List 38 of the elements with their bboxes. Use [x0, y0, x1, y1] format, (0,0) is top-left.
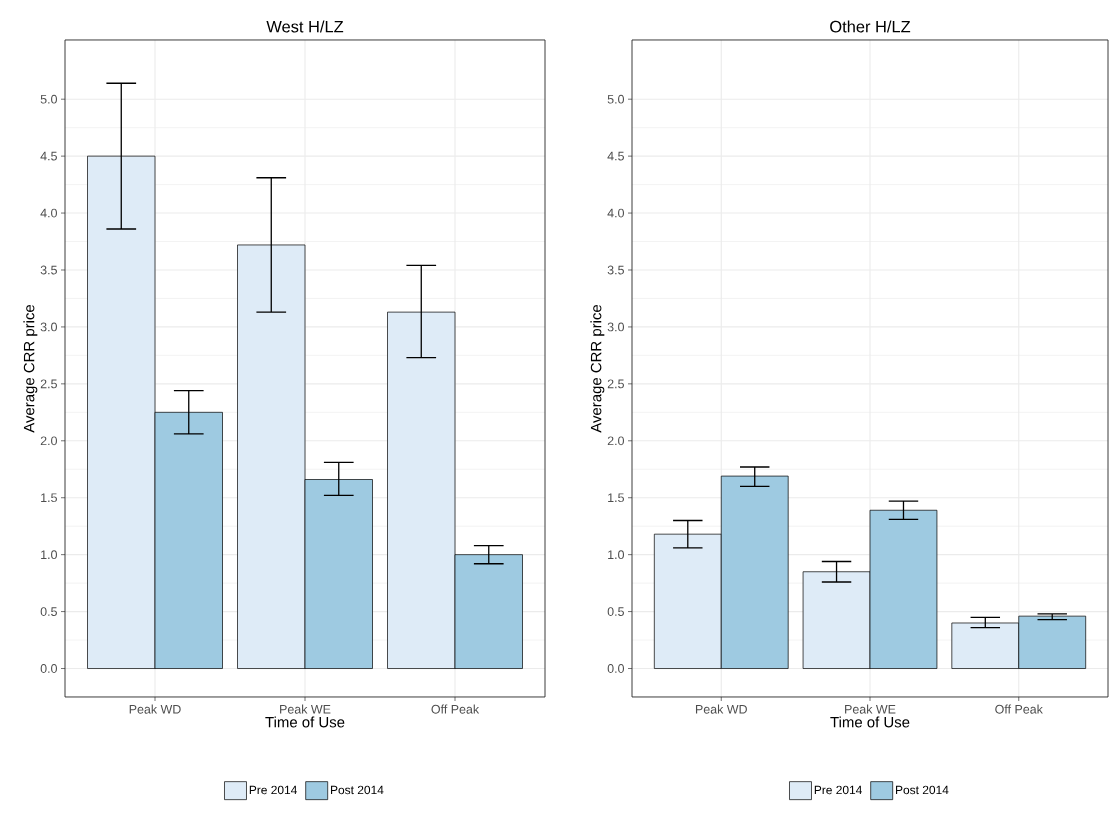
y-tick-label: 0.5: [607, 607, 624, 616]
x-tick-label: Peak WD: [695, 704, 747, 714]
legend-label: Post 2014: [331, 785, 384, 795]
y-tick-label: 2.0: [607, 436, 624, 446]
x-tick-label: Peak WD: [129, 704, 181, 714]
y-tick-label: 4.0: [40, 208, 57, 218]
y-tick-label: 1.0: [608, 550, 624, 560]
y-tick-label: 0.5: [40, 607, 57, 616]
x-tick-label: Off Peak: [431, 704, 480, 714]
y-tick-label: 4.5: [40, 151, 57, 161]
y-tick-label: 0.0: [607, 664, 624, 673]
chart-title: West H/LZ: [266, 20, 344, 33]
y-tick-label: 2.5: [40, 379, 57, 389]
x-tick-label: Peak WE: [280, 704, 331, 714]
y-tick-label: 5.0: [607, 94, 624, 104]
y-axis-title: Average CRR price: [23, 304, 38, 433]
y-axis-title: Average CRR price: [590, 304, 605, 433]
legend-label: Post 2014: [896, 785, 949, 795]
y-tick-label: 5.0: [40, 94, 57, 104]
y-tick-label: 1.0: [41, 550, 57, 560]
x-tick-label: Peak WE: [845, 704, 896, 714]
x-axis-title: Time of Use: [265, 716, 345, 728]
y-tick-label: 1.5: [608, 493, 624, 503]
x-axis-title: Time of Use: [830, 716, 910, 728]
y-tick-label: 3.5: [40, 265, 57, 275]
y-tick-label: 4.5: [607, 151, 624, 161]
y-tick-label: 1.5: [41, 493, 57, 503]
x-tick-label: Off Peak: [995, 704, 1043, 714]
legend-label: Pre 2014: [249, 785, 297, 795]
y-tick-label: 3.0: [607, 322, 624, 332]
y-tick-label: 2.5: [607, 379, 624, 389]
y-tick-label: 2.0: [40, 436, 57, 446]
y-tick-label: 3.5: [607, 265, 624, 275]
y-tick-label: 4.0: [607, 208, 624, 218]
chart-title: Other H/LZ: [830, 20, 911, 33]
legend-label: Pre 2014: [814, 785, 862, 795]
y-tick-label: 0.0: [40, 664, 57, 673]
y-tick-label: 3.0: [40, 322, 57, 332]
